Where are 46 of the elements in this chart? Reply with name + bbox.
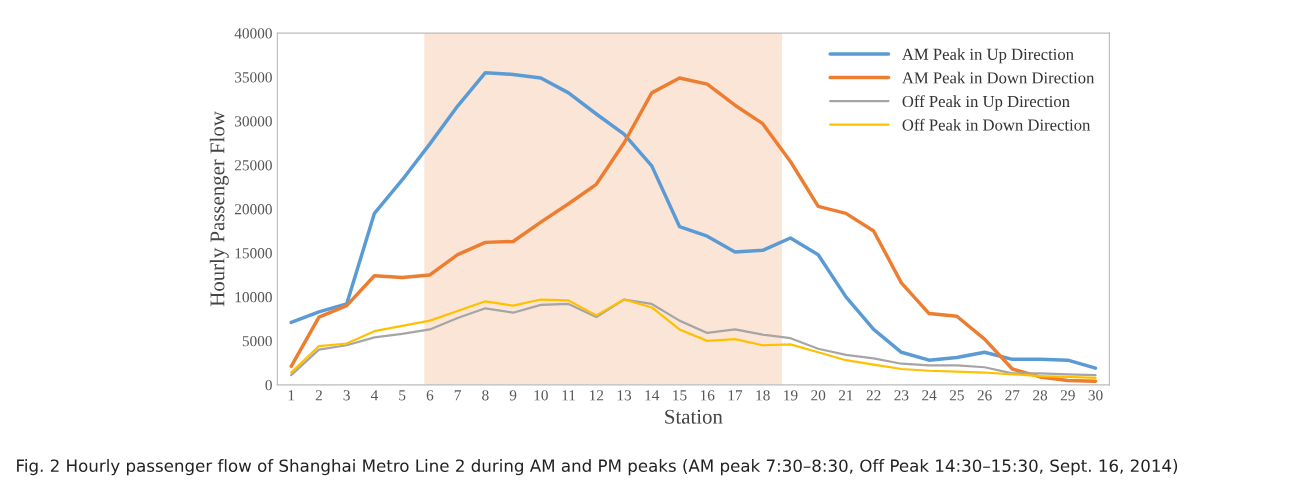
x-tick-label: 22 <box>866 390 881 401</box>
x-tick-label: 7 <box>454 390 462 401</box>
x-tick-label: 15 <box>673 390 687 401</box>
x-tick-label: 9 <box>509 390 517 401</box>
legend-label: AM Peak in Down Direction <box>902 71 1095 84</box>
x-tick-label: 1 <box>288 390 295 401</box>
y-tick-label: 20000 <box>234 204 272 215</box>
x-tick-label: 26 <box>977 390 992 401</box>
y-tick-label: 15000 <box>235 248 272 259</box>
x-tick-label: 3 <box>343 390 350 401</box>
x-tick-label: 28 <box>1033 390 1048 401</box>
y-tick-label: 0 <box>265 379 272 391</box>
x-tick-label: 8 <box>482 390 489 401</box>
x-tick-label: 2 <box>315 390 322 401</box>
x-tick-label: 10 <box>534 390 548 401</box>
x-tick-label: 27 <box>1005 390 1020 401</box>
x-tick-label: 19 <box>784 390 798 401</box>
legend-label: AM Peak in Up Direction <box>902 48 1074 64</box>
x-tick-label: 6 <box>426 390 434 401</box>
y-tick-label: 25000 <box>234 160 272 171</box>
x-tick-label: 21 <box>838 390 853 401</box>
x-tick-label: 16 <box>700 390 715 401</box>
x-axis-title: Station <box>665 409 723 424</box>
caption: Fig. 2 Hourly passenger flow of Shanghai Metro Line 2 during AM and PM peaks (AM peak 7:30–8:30, Off Peak 14:30–15:30, Sept. 16, 2014) <box>17 459 1178 476</box>
x-tick-label: 24 <box>922 390 937 401</box>
y-tick-label: 40000 <box>234 28 272 39</box>
legend-label: Off Peak in Up Direction <box>902 95 1070 111</box>
y-tick-label: 30000 <box>235 116 272 127</box>
x-tick-label: 14 <box>645 390 660 401</box>
x-tick-label: 20 <box>811 390 826 401</box>
x-tick-label: 13 <box>617 390 632 401</box>
y-axis-title: Hourly Passenger Flow <box>209 111 229 307</box>
x-tick-label: 4 <box>370 390 378 401</box>
x-tick-label: 25 <box>949 390 964 401</box>
x-tick-label: 5 <box>399 390 406 401</box>
x-tick-label: 23 <box>894 390 909 401</box>
x-tick-label: 29 <box>1060 390 1075 401</box>
x-tick-label: 30 <box>1088 390 1103 401</box>
x-tick-label: 17 <box>728 390 743 401</box>
y-tick-label: 10000 <box>235 292 272 303</box>
y-tick-label: 5000 <box>242 336 272 347</box>
x-tick-label: 18 <box>756 390 770 401</box>
x-tick-label: 12 <box>590 390 604 401</box>
x-tick-label: 11 <box>562 390 575 401</box>
y-tick-label: 35000 <box>235 72 272 83</box>
legend-label: Off Peak in Down Direction <box>902 118 1091 131</box>
